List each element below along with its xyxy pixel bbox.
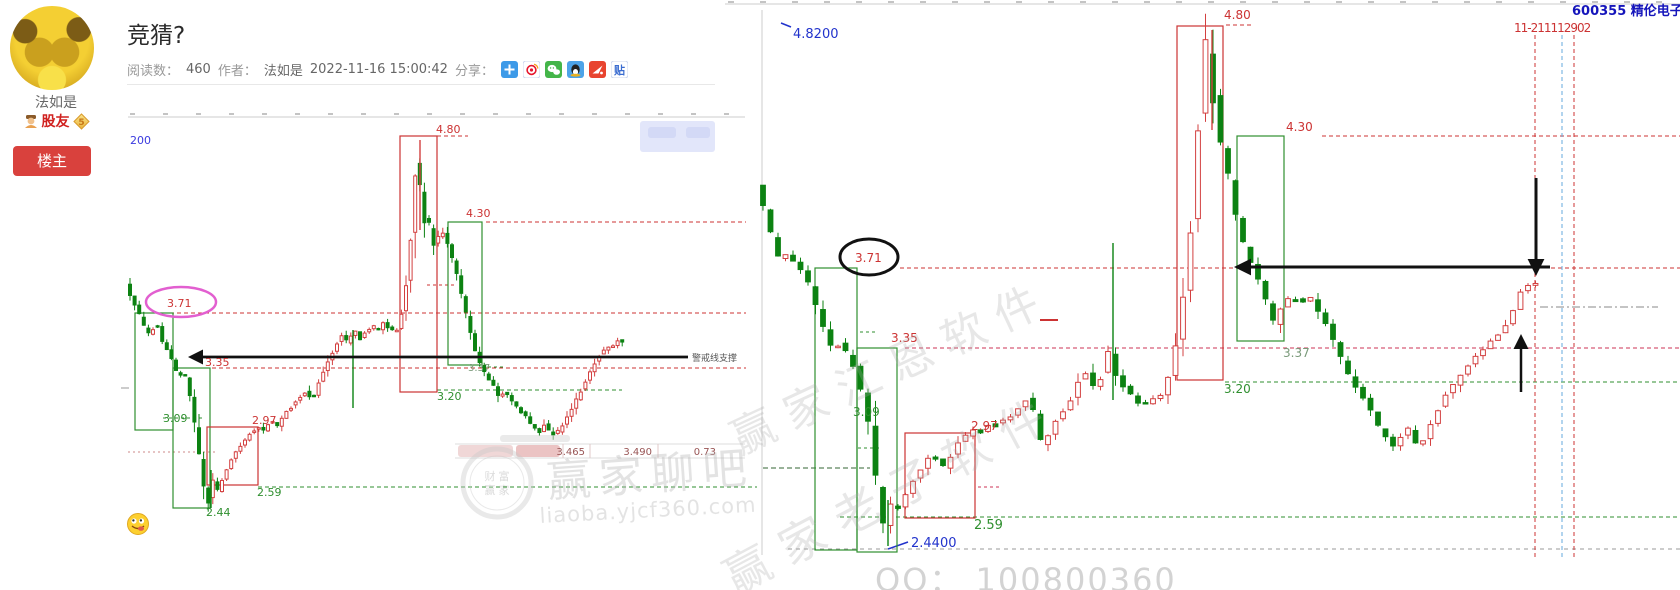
svg-text:2.59: 2.59 [974,518,1003,533]
author-label: 作者： [217,64,257,79]
username[interactable]: 法如是 [35,95,77,111]
user-avatar[interactable] [10,6,94,90]
share-label: 分享： [454,64,494,79]
tencent-weibo-icon[interactable] [588,61,606,78]
svg-text:赢: 赢 [485,483,496,497]
svg-text:4.30: 4.30 [466,207,491,220]
svg-text:财: 财 [485,469,496,483]
post-chart-image[interactable]: 200 3.71 3.35 3.09 2.97 2.59 2.44 4.80 4.30 3.37 3… [121,113,757,528]
svg-text:3.35: 3.35 [205,356,230,369]
svg-text:3.35: 3.35 [891,331,918,345]
author-name[interactable]: 法如是 [263,64,303,79]
meta-divider [127,84,715,85]
svg-text:11-211112902: 11-211112902 [1514,21,1591,35]
views-count: 460 [186,62,211,77]
svg-text:3.09: 3.09 [163,412,188,425]
svg-text:4.30: 4.30 [1286,120,1313,134]
right-stock-chart: 600355 精伦电子 11-211112902 4.8200 4.80 4.30 3.7… [715,1,1680,590]
svg-text:4.80: 4.80 [436,123,461,136]
post-title: 竞猜? [127,23,186,49]
wechat-icon[interactable] [544,61,562,78]
svg-text:3.37: 3.37 [1283,346,1310,360]
emoji-face-savoring-icon [127,513,149,535]
svg-text:贴: 贴 [613,63,625,77]
svg-text:3.37: 3.37 [468,363,490,374]
level-badge-icon: 5 [72,112,90,130]
svg-text:2.97: 2.97 [971,419,998,433]
svg-text:3.71: 3.71 [167,297,192,310]
svg-text:4.80: 4.80 [1224,8,1251,22]
views-label: 阅读数： [127,64,180,79]
svg-text:2.97: 2.97 [252,414,277,427]
post-time: 2022-11-16 15:00:42 [309,62,448,77]
svg-text:3.20: 3.20 [1224,382,1251,396]
svg-text:600355 精伦电子: 600355 精伦电子 [1572,3,1680,19]
badge-label: 股友 [41,114,70,130]
svg-text:3.465: 3.465 [556,447,585,458]
svg-text:0.73: 0.73 [694,447,716,458]
tieba-icon[interactable]: 贴 [610,60,629,79]
bshare-plus-icon[interactable] [500,61,518,78]
svg-text:警戒线支撑: 警戒线支撑 [692,352,737,364]
svg-text:2.59: 2.59 [257,486,282,499]
badge-level: 5 [78,118,84,128]
post-meta: 阅读数： 460 作者： 法如是 2022-11-16 15:00:42 分享：… [127,60,629,79]
qq-icon[interactable] [566,61,584,78]
svg-text:QQ： 100800360: QQ： 100800360 [875,561,1177,590]
svg-text:4.8200: 4.8200 [793,27,839,42]
svg-text:3.20: 3.20 [437,390,462,403]
thread-owner-button[interactable]: 楼主 [13,146,91,176]
member-person-icon [24,115,37,128]
svg-text:2.44: 2.44 [206,506,231,519]
share-icon-row: 贴 [500,60,629,79]
svg-text:200: 200 [130,134,151,147]
svg-text:3.490: 3.490 [623,447,652,458]
svg-text:富: 富 [499,469,510,483]
user-badges: 股友 5 [0,111,112,131]
svg-text:家: 家 [499,483,510,497]
svg-text:2.4400: 2.4400 [911,536,957,551]
svg-text:3.71: 3.71 [855,251,882,265]
svg-text:3.09: 3.09 [853,405,880,419]
